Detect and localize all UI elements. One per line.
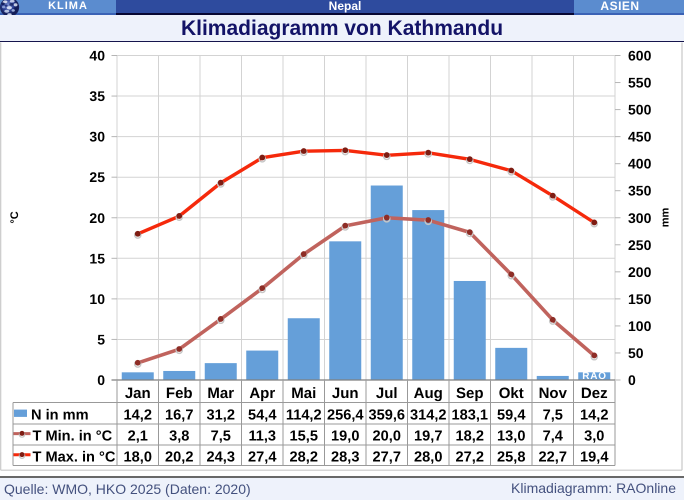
svg-text:20,0: 20,0 — [373, 428, 401, 444]
svg-text:400: 400 — [628, 156, 652, 172]
svg-text:13,0: 13,0 — [497, 428, 525, 444]
svg-text:11,3: 11,3 — [248, 428, 276, 444]
svg-text:Feb: Feb — [166, 385, 193, 402]
svg-text:28,0: 28,0 — [414, 449, 442, 465]
svg-text:Jun: Jun — [332, 385, 359, 402]
svg-text:Jan: Jan — [125, 385, 151, 402]
svg-text:Okt: Okt — [499, 385, 524, 402]
svg-text:N in mm: N in mm — [31, 407, 89, 423]
svg-text:15,5: 15,5 — [290, 428, 318, 444]
svg-text:550: 550 — [628, 75, 652, 91]
svg-text:10: 10 — [89, 291, 105, 307]
svg-text:150: 150 — [628, 291, 652, 307]
svg-text:500: 500 — [628, 102, 652, 118]
svg-text:3,0: 3,0 — [584, 428, 604, 444]
svg-text:200: 200 — [628, 264, 652, 280]
svg-text:25,8: 25,8 — [497, 449, 525, 465]
svg-text:27,2: 27,2 — [456, 449, 484, 465]
svg-text:100: 100 — [628, 318, 652, 334]
svg-text:19,4: 19,4 — [580, 449, 609, 465]
svg-text:114,2: 114,2 — [286, 407, 322, 423]
svg-text:28,2: 28,2 — [290, 449, 318, 465]
svg-text:250: 250 — [628, 237, 652, 253]
svg-text:14,2: 14,2 — [124, 407, 152, 423]
svg-text:24,3: 24,3 — [207, 449, 235, 465]
svg-text:Nov: Nov — [539, 385, 568, 402]
svg-text:20: 20 — [89, 210, 105, 226]
svg-text:300: 300 — [628, 210, 652, 226]
svg-text:5: 5 — [97, 331, 105, 347]
svg-text:Dez: Dez — [581, 385, 608, 402]
svg-text:31,2: 31,2 — [207, 407, 235, 423]
svg-text:Jul: Jul — [376, 385, 398, 402]
svg-text:22,7: 22,7 — [539, 449, 567, 465]
svg-text:18,0: 18,0 — [124, 449, 152, 465]
svg-text:54,4: 54,4 — [248, 407, 277, 423]
svg-text:7,4: 7,4 — [543, 428, 564, 444]
svg-text:0: 0 — [97, 372, 105, 388]
svg-text:14,2: 14,2 — [580, 407, 608, 423]
svg-text:450: 450 — [628, 129, 652, 145]
svg-text:Apr: Apr — [249, 385, 275, 402]
svg-text:30: 30 — [89, 129, 105, 145]
svg-text:Aug: Aug — [414, 385, 443, 402]
svg-text:19,0: 19,0 — [331, 428, 359, 444]
svg-text:T Min. in °C: T Min. in °C — [33, 428, 113, 444]
svg-text:27,7: 27,7 — [373, 449, 401, 465]
svg-text:7,5: 7,5 — [543, 407, 563, 423]
svg-text:20,2: 20,2 — [165, 449, 193, 465]
svg-text:RAO: RAO — [582, 371, 607, 382]
svg-text:19,7: 19,7 — [414, 428, 442, 444]
svg-text:18,2: 18,2 — [456, 428, 484, 444]
svg-text:183,1: 183,1 — [451, 407, 488, 423]
svg-text:35: 35 — [89, 88, 105, 104]
svg-text:7,5: 7,5 — [211, 428, 231, 444]
svg-text:27,4: 27,4 — [248, 449, 277, 465]
svg-text:600: 600 — [628, 48, 652, 64]
svg-text:28,3: 28,3 — [331, 449, 359, 465]
svg-text:359,6: 359,6 — [368, 407, 405, 423]
svg-text:°C: °C — [9, 211, 21, 223]
svg-text:T Max. in °C: T Max. in °C — [33, 449, 116, 465]
svg-text:Mai: Mai — [291, 385, 316, 402]
svg-text:Mar: Mar — [207, 385, 234, 402]
svg-text:314,2: 314,2 — [410, 407, 447, 423]
svg-text:256,4: 256,4 — [327, 407, 364, 423]
svg-text:25: 25 — [89, 169, 105, 185]
svg-text:Sep: Sep — [456, 385, 484, 402]
svg-text:3,8: 3,8 — [169, 428, 189, 444]
svg-text:mm: mm — [659, 208, 671, 228]
svg-text:40: 40 — [89, 48, 105, 64]
svg-text:15: 15 — [89, 250, 105, 266]
svg-text:2,1: 2,1 — [128, 428, 148, 444]
svg-text:0: 0 — [628, 372, 636, 388]
svg-text:16,7: 16,7 — [165, 407, 193, 423]
svg-text:350: 350 — [628, 183, 652, 199]
svg-text:59,4: 59,4 — [497, 407, 526, 423]
svg-text:50: 50 — [628, 345, 644, 361]
